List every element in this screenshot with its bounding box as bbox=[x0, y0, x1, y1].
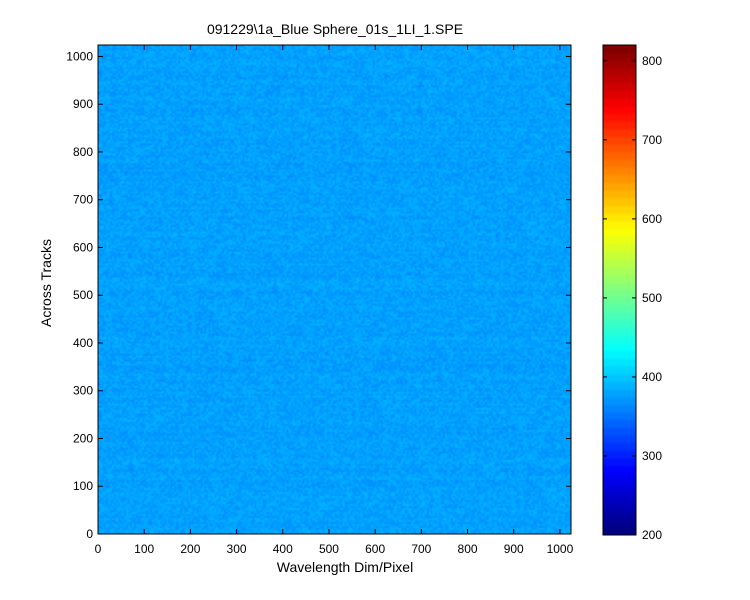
y-tick-label: 1000 bbox=[66, 49, 93, 63]
y-axis-label: Across Tracks bbox=[38, 239, 54, 327]
y-tick-label: 100 bbox=[73, 479, 93, 493]
colorbar-tick-label: 600 bbox=[642, 212, 662, 226]
y-tick-label: 300 bbox=[73, 384, 93, 398]
colorbar-tick-label: 200 bbox=[642, 528, 662, 542]
y-axis: 0 100 200 300 400 500 600 700 800 900 1000 bbox=[66, 49, 571, 541]
y-tick-label: 400 bbox=[73, 336, 93, 350]
heatmap-image bbox=[98, 45, 571, 534]
colorbar: 200 300 400 500 600 700 800 bbox=[602, 44, 662, 542]
colorbar-tick-label: 400 bbox=[642, 370, 662, 384]
x-tick-label: 0 bbox=[95, 542, 102, 556]
y-tick-label: 900 bbox=[73, 97, 93, 111]
colorbar-tick-label: 300 bbox=[642, 449, 662, 463]
colorbar-tick-label: 800 bbox=[642, 54, 662, 68]
x-tick-label: 200 bbox=[180, 542, 200, 556]
x-tick-label: 700 bbox=[411, 542, 431, 556]
plot-frame bbox=[97, 44, 572, 535]
x-axis-label: Wavelength Dim/Pixel bbox=[277, 559, 413, 575]
x-tick-label: 500 bbox=[319, 542, 339, 556]
y-tick-label: 0 bbox=[86, 527, 93, 541]
x-tick-label: 600 bbox=[365, 542, 385, 556]
x-tick-label: 100 bbox=[134, 542, 154, 556]
plot-area bbox=[97, 44, 572, 535]
colorbar-tick-label: 700 bbox=[642, 133, 662, 147]
chart-title: 091229\1a_Blue Sphere_01s_1LI_1.SPE bbox=[207, 21, 463, 37]
colorbar-ticks: 200 300 400 500 600 700 800 bbox=[603, 54, 662, 542]
x-axis: 0 100 200 300 400 500 600 700 800 900 1000 bbox=[95, 45, 574, 556]
x-tick-label: 300 bbox=[227, 542, 247, 556]
y-tick-label: 800 bbox=[73, 145, 93, 159]
y-tick-label: 700 bbox=[73, 193, 93, 207]
colorbar-tick-label: 500 bbox=[642, 291, 662, 305]
colorbar-frame bbox=[602, 44, 637, 536]
y-tick-label: 500 bbox=[73, 288, 93, 302]
y-tick-label: 200 bbox=[73, 431, 93, 445]
x-tick-label: 400 bbox=[273, 542, 293, 556]
x-tick-label: 900 bbox=[504, 542, 524, 556]
x-tick-label: 800 bbox=[458, 542, 478, 556]
y-tick-label: 600 bbox=[73, 240, 93, 254]
colorbar-gradient bbox=[603, 45, 636, 535]
x-tick-label: 1000 bbox=[547, 542, 574, 556]
